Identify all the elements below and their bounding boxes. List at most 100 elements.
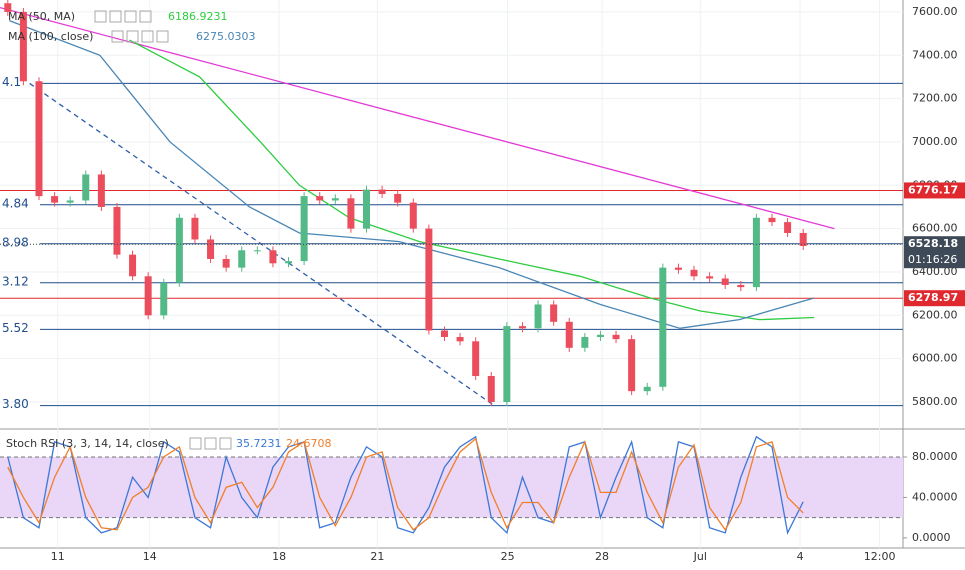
- candle: [316, 196, 324, 201]
- candle: [690, 269, 698, 277]
- fib-label: 3.12: [2, 274, 29, 288]
- candle: [378, 189, 386, 194]
- candle: [674, 267, 682, 270]
- price-tag-label: 6776.17: [908, 183, 958, 196]
- candle: [129, 254, 137, 277]
- y-tick-label: 7000.00: [912, 135, 958, 148]
- candle: [82, 174, 90, 201]
- stoch-line: [7, 437, 804, 532]
- price-tag-label: 6278.97: [908, 291, 958, 304]
- candle: [300, 196, 308, 262]
- ma100-label: MA (100, close): [8, 30, 93, 43]
- x-tick-label: 18: [272, 550, 286, 563]
- candle: [643, 386, 651, 392]
- x-tick-label: 25: [501, 550, 515, 563]
- y-tick-label: 7400.00: [912, 48, 958, 61]
- y-tick-label: 6600.00: [912, 222, 958, 235]
- candle: [144, 276, 152, 316]
- candle: [659, 267, 667, 387]
- moving-average: [9, 19, 815, 329]
- stoch-line: [7, 435, 804, 535]
- ma50-label: MA (50, MA): [8, 10, 75, 23]
- candle: [113, 206, 121, 255]
- moving-average: [129, 39, 815, 321]
- last-price-tag: [904, 236, 965, 269]
- candle: [440, 330, 448, 337]
- candle: [4, 3, 12, 12]
- candle: [19, 11, 27, 82]
- stoch-d-value: 24.6708: [286, 437, 332, 450]
- stoch-tick-label: 80.0000: [912, 450, 958, 463]
- stoch-label: Stoch RSI (3, 3, 14, 14, close): [6, 437, 169, 450]
- candle: [581, 336, 589, 348]
- candle: [503, 326, 511, 402]
- candle: [565, 321, 573, 348]
- stoch-tick-label: 40.0000: [912, 490, 958, 503]
- x-tick-label: 11: [51, 550, 65, 563]
- candle: [456, 336, 464, 342]
- candle: [534, 304, 542, 329]
- candle: [550, 304, 558, 322]
- candle: [269, 250, 277, 264]
- candle: [394, 193, 402, 203]
- y-tick-label: 5800.00: [912, 395, 958, 408]
- price-tag: [904, 290, 965, 307]
- y-tick-label: 7200.00: [912, 92, 958, 105]
- candle: [207, 239, 215, 259]
- fib-label: 4.1: [2, 75, 21, 89]
- y-tick-label: 6200.00: [912, 308, 958, 321]
- candle: [784, 222, 792, 233]
- countdown: 01:16:26: [908, 253, 957, 266]
- candle: [752, 217, 760, 288]
- candle: [222, 258, 230, 268]
- candle: [706, 276, 714, 279]
- candle: [472, 341, 480, 376]
- candle: [285, 261, 293, 264]
- ma100-value: 6275.0303: [196, 30, 256, 43]
- fib-label: 3.80: [2, 397, 29, 411]
- stoch-k-value: 35.7231: [236, 437, 282, 450]
- candle: [518, 326, 526, 329]
- x-tick-label: Jul: [693, 550, 707, 563]
- candle: [409, 202, 417, 229]
- y-tick-label: 6400.00: [912, 265, 958, 278]
- candle: [97, 174, 105, 207]
- legend-icons[interactable]: [94, 10, 232, 450]
- candle: [425, 228, 433, 331]
- candle: [612, 334, 620, 340]
- candle: [487, 375, 495, 402]
- x-tick-label: 28: [595, 550, 609, 563]
- legend: MA (50, MA) 6186.9231 MA (100, close) 62…: [6, 10, 332, 450]
- candle: [66, 200, 74, 203]
- candle: [721, 278, 729, 285]
- fib-label: 4.84: [2, 196, 29, 210]
- candle: [51, 196, 59, 203]
- candle: [238, 250, 246, 268]
- candle: [737, 284, 745, 288]
- candle: [768, 217, 776, 223]
- x-tick-label: 21: [370, 550, 384, 563]
- y-tick-label: 6000.00: [912, 352, 958, 365]
- candle: [331, 198, 339, 201]
- candle: [628, 339, 636, 392]
- trendline: [29, 82, 495, 407]
- candle: [596, 334, 604, 337]
- candle: [799, 232, 807, 246]
- price-tag: [904, 182, 965, 199]
- y-tick-label: 7600.00: [912, 5, 958, 18]
- candle: [175, 217, 183, 283]
- stoch-band: [0, 456, 903, 518]
- stoch-tick-label: 0.0000: [912, 531, 951, 544]
- candle: [347, 198, 355, 229]
- x-tick-label: 4: [797, 550, 804, 563]
- candle: [160, 282, 168, 316]
- fib-label: 5.52: [2, 321, 29, 335]
- x-tick-label: 14: [143, 550, 157, 563]
- candle: [191, 217, 199, 240]
- candle: [253, 250, 261, 252]
- candle: [35, 81, 43, 197]
- fib-label: 8.98: [2, 235, 29, 249]
- candle: [363, 189, 371, 229]
- ma50-value: 6186.9231: [168, 10, 228, 23]
